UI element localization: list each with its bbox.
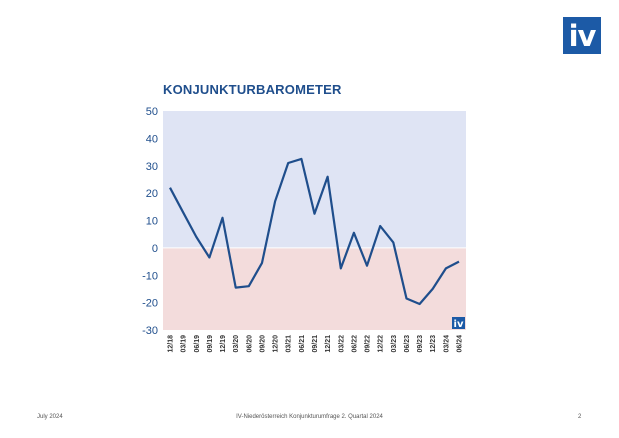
- x-tick-label: 06/23: [404, 335, 411, 353]
- y-tick-label: -10: [142, 270, 158, 282]
- y-tick-label: 20: [146, 188, 158, 200]
- y-tick-label: 10: [146, 216, 158, 228]
- x-tick-label: 12/23: [430, 335, 437, 353]
- x-tick-label: 12/19: [220, 335, 227, 353]
- x-tick-label: 03/21: [286, 335, 293, 353]
- x-tick-label: 12/21: [325, 335, 332, 353]
- x-tick-label: 03/20: [233, 335, 240, 353]
- chart-title: KONJUNKTURBAROMETER: [163, 82, 342, 97]
- x-tick-label: 09/23: [417, 335, 424, 353]
- y-tick-label: -30: [142, 325, 158, 337]
- x-tick-label: 12/18: [168, 335, 175, 353]
- x-tick-label: 03/22: [338, 335, 345, 353]
- y-tick-label: 50: [146, 106, 158, 118]
- footer-date: July 2024: [37, 414, 63, 420]
- x-tick-label: 12/20: [273, 335, 280, 353]
- x-tick-label: 09/22: [365, 335, 372, 353]
- y-tick-label: -20: [142, 298, 158, 310]
- x-tick-label: 06/19: [194, 335, 201, 353]
- x-tick-label: 06/20: [246, 335, 253, 353]
- series-line: [169, 157, 460, 306]
- chart-badge-text: iv: [454, 319, 464, 330]
- positive-band: [163, 111, 466, 248]
- footer-page-number: 2: [578, 414, 582, 420]
- chart-badge: iv: [452, 317, 465, 330]
- iv-logo: iv: [563, 17, 601, 54]
- y-axis-ticks: -30 -20 -10 0 10 20 30 40 50: [142, 106, 158, 337]
- x-tick-label: 06/24: [457, 335, 464, 353]
- negative-band: [163, 247, 466, 330]
- chart-badge-box: [452, 317, 465, 329]
- x-tick-label: 03/23: [391, 335, 398, 353]
- y-tick-label: 0: [152, 243, 158, 255]
- x-tick-label: 09/19: [207, 335, 214, 353]
- y-tick-label: 30: [146, 161, 158, 173]
- x-tick-label: 09/20: [259, 335, 266, 353]
- x-tick-label: 09/21: [312, 335, 319, 353]
- y-tick-label: 40: [146, 133, 158, 145]
- x-tick-label: 06/21: [299, 335, 306, 353]
- x-tick-label: 03/19: [181, 335, 188, 353]
- footer-source: IV-Niederösterreich Konjunkturumfrage 2.…: [236, 414, 383, 420]
- x-axis-ticks: 12/18 03/19 06/19 09/19 12/19 03/20 06/20 09/20…: [168, 335, 464, 353]
- x-tick-label: 06/22: [351, 335, 358, 353]
- x-tick-label: 12/22: [378, 335, 385, 353]
- x-tick-label: 03/24: [443, 335, 450, 353]
